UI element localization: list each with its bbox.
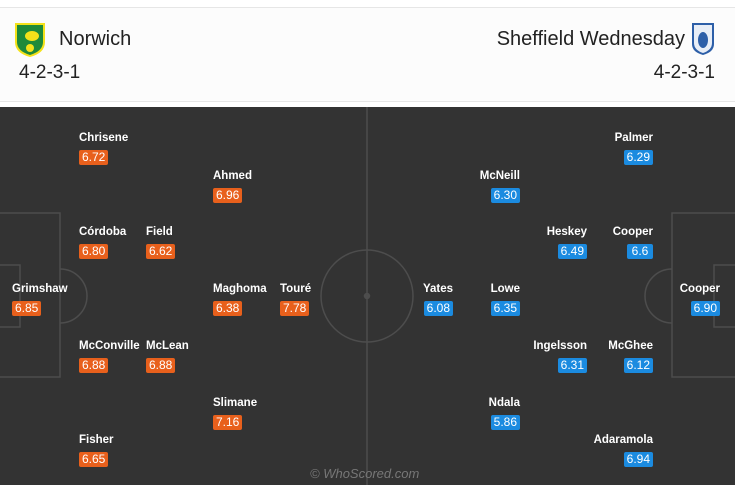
pitch-markings <box>0 107 735 485</box>
player-name: McConville <box>79 340 140 352</box>
player-rating: 6.30 <box>490 188 520 203</box>
away-player[interactable]: Palmer 6.29 <box>563 131 653 165</box>
home-formation: 4-2-3-1 <box>19 62 81 83</box>
player-rating: 6.88 <box>146 358 176 373</box>
player-rating: 6.35 <box>490 301 520 316</box>
pitch: Chrisene 6.72 Ahmed 6.96 Córdoba 6.80 Field… <box>0 107 735 485</box>
sheffield-wednesday-crest-icon <box>692 23 714 55</box>
away-player[interactable]: McNeill 6.30 <box>430 169 520 203</box>
player-name: McLean <box>146 340 189 352</box>
player-rating: 6.38 <box>213 301 243 316</box>
player-name: Palmer <box>614 132 653 144</box>
player-name: Adaramola <box>593 434 653 446</box>
whoscored-watermark: © WhoScored.com <box>310 466 420 481</box>
player-rating: 5.86 <box>490 415 520 430</box>
player-name: Cooper <box>612 226 653 238</box>
player-rating: 6.72 <box>79 150 109 165</box>
player-name: Grimshaw <box>12 283 68 295</box>
player-name: McGhee <box>608 340 653 352</box>
player-name: Touré <box>280 283 312 295</box>
player-name: Maghoma <box>213 283 267 295</box>
player-rating: 6.96 <box>213 188 243 203</box>
player-name: Cooper <box>679 283 720 295</box>
away-player[interactable]: Ndala 5.86 <box>430 396 520 430</box>
player-rating: 6.90 <box>690 301 720 316</box>
home-player[interactable]: Maghoma 6.38 <box>213 282 303 316</box>
player-rating: 6.62 <box>146 244 176 259</box>
home-player[interactable]: Grimshaw 6.85 <box>12 282 102 316</box>
player-name: Field <box>146 226 173 238</box>
player-name: Lowe <box>490 283 520 295</box>
home-player[interactable]: Touré 7.78 <box>280 282 370 316</box>
home-player[interactable]: Slimane 7.16 <box>213 396 303 430</box>
home-player[interactable]: Chrisene 6.72 <box>79 131 169 165</box>
player-rating: 6.31 <box>557 358 587 373</box>
match-header: Norwich 4-2-3-1 Sheffield Wednesday 4-2-… <box>0 7 735 102</box>
away-player[interactable]: Ingelsson 6.31 <box>497 339 587 373</box>
away-player[interactable]: Lowe 6.35 <box>430 282 520 316</box>
player-name: Chrisene <box>79 132 129 144</box>
norwich-crest-icon <box>15 23 45 57</box>
home-team-name: Norwich <box>59 28 132 50</box>
away-player[interactable]: Cooper 6.6 <box>563 225 653 259</box>
player-name: Ingelsson <box>533 340 587 352</box>
away-formation: 4-2-3-1 <box>653 62 715 83</box>
player-rating: 6.88 <box>79 358 109 373</box>
player-rating: 6.12 <box>623 358 653 373</box>
player-name: Ndala <box>488 397 520 409</box>
home-player[interactable]: Field 6.62 <box>146 225 236 259</box>
away-player[interactable]: McGhee 6.12 <box>563 339 653 373</box>
player-rating: 6.65 <box>79 452 109 467</box>
player-rating: 6.08 <box>423 301 453 316</box>
player-name: Yates <box>422 283 453 295</box>
player-name: Heskey <box>546 226 587 238</box>
player-rating: 6.85 <box>12 301 42 316</box>
player-rating: 6.94 <box>623 452 653 467</box>
away-player[interactable]: Yates 6.08 <box>363 282 453 316</box>
player-name: Ahmed <box>213 170 252 182</box>
player-rating: 7.16 <box>213 415 243 430</box>
player-rating: 7.78 <box>280 301 310 316</box>
player-name: McNeill <box>479 170 520 182</box>
home-player[interactable]: Fisher 6.65 <box>79 433 169 467</box>
home-player[interactable]: McConville 6.88 <box>79 339 169 373</box>
away-player[interactable]: Heskey 6.49 <box>497 225 587 259</box>
home-player[interactable]: Ahmed 6.96 <box>213 169 303 203</box>
player-rating: 6.29 <box>623 150 653 165</box>
player-name: Slimane <box>213 397 258 409</box>
away-team-name: Sheffield Wednesday <box>496 28 685 50</box>
player-rating: 6.80 <box>79 244 109 259</box>
home-player[interactable]: McLean 6.88 <box>146 339 236 373</box>
away-player[interactable]: Cooper 6.90 <box>630 282 720 316</box>
player-name: Córdoba <box>79 226 127 238</box>
player-rating: 6.49 <box>557 244 587 259</box>
player-name: Fisher <box>79 434 114 446</box>
home-player[interactable]: Córdoba 6.80 <box>79 225 169 259</box>
player-rating: 6.6 <box>627 244 653 259</box>
away-player[interactable]: Adaramola 6.94 <box>563 433 653 467</box>
